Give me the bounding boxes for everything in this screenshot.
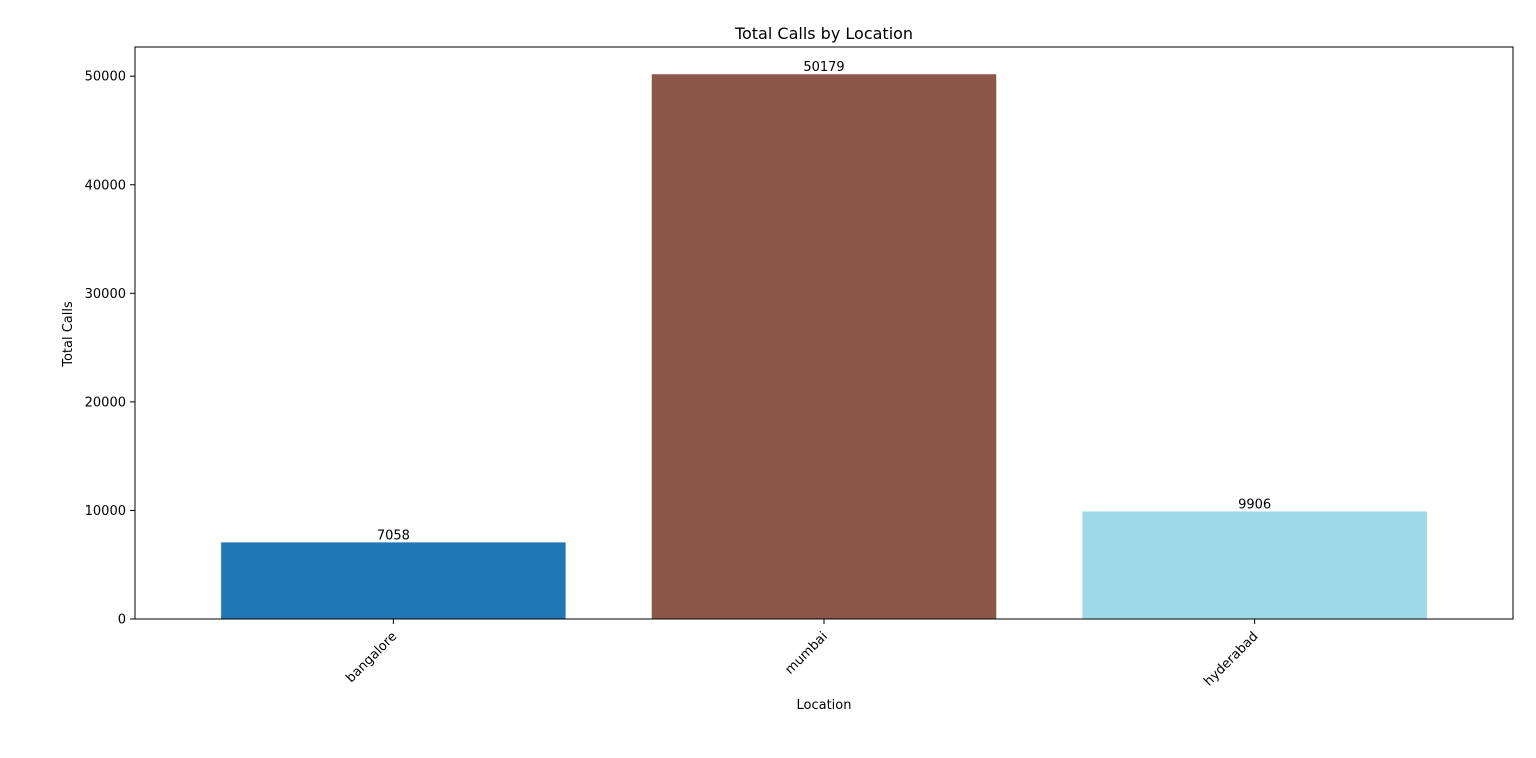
y-tick-label: 10000 bbox=[85, 504, 126, 519]
x-tick-label: mumbai bbox=[782, 629, 830, 677]
y-axis-label: Total Calls bbox=[61, 301, 76, 368]
chart-title: Total Calls by Location bbox=[734, 24, 913, 43]
bar-bangalore bbox=[221, 542, 566, 619]
x-axis-label: Location bbox=[797, 698, 852, 713]
x-ticks-layer: bangalore mumbai hyderabad bbox=[343, 619, 1261, 689]
y-ticks-layer: 0 10000 20000 30000 40000 50000 bbox=[85, 70, 135, 628]
x-tick-label: hyderabad bbox=[1201, 629, 1261, 689]
bar-value-label: 7058 bbox=[377, 528, 410, 543]
y-tick-label: 30000 bbox=[85, 287, 126, 302]
bar-hyderabad bbox=[1082, 511, 1427, 619]
bar-mumbai bbox=[651, 74, 997, 620]
plot-frame bbox=[134, 46, 1514, 620]
y-tick-label: 50000 bbox=[85, 70, 126, 85]
bar-value-label: 50179 bbox=[803, 60, 844, 75]
x-tick-label: bangalore bbox=[343, 629, 400, 686]
bars-layer: 7058 50179 9906 bbox=[221, 60, 1427, 620]
y-tick-label: 20000 bbox=[85, 395, 126, 410]
y-tick-label: 40000 bbox=[85, 178, 126, 193]
bar-value-label: 9906 bbox=[1238, 497, 1271, 512]
y-tick-label: 0 bbox=[118, 613, 126, 628]
